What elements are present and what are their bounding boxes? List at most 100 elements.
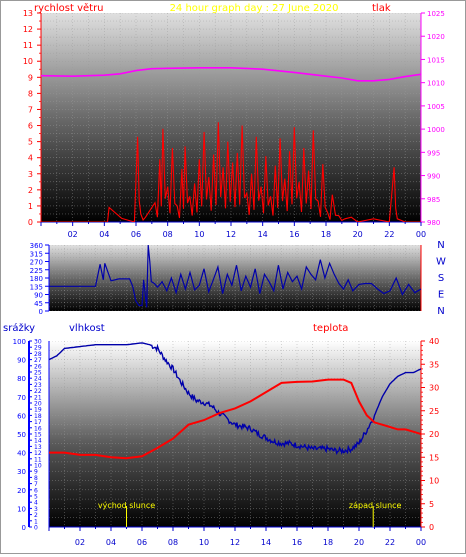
precip-tick-label: 30 xyxy=(34,339,42,346)
top-x-tick-label: 22 xyxy=(384,230,394,239)
temperature-line xyxy=(49,378,421,460)
humidity-tick-label: 20 xyxy=(17,487,26,495)
sunset-label: západ slunce xyxy=(349,501,402,510)
precip-tick-label: 4 xyxy=(34,500,38,507)
bottom-x-tick-label: 10 xyxy=(199,538,209,547)
direction-tick-label: 90 xyxy=(34,292,43,300)
top-x-tick-label: 12 xyxy=(226,230,236,239)
humidity-tick-label: 60 xyxy=(17,412,26,420)
bottom-x-tick-label: 02 xyxy=(75,538,85,547)
pressure-tick-label: 995 xyxy=(427,149,440,157)
temperature-tick-label: 5 xyxy=(429,500,434,509)
pressure-tick-label: 990 xyxy=(427,173,440,181)
precip-tick-label: 13 xyxy=(34,444,42,451)
precip-tick-label: 0 xyxy=(34,525,38,532)
wind-tick-label: 13 xyxy=(23,9,33,18)
precip-tick-label: 27 xyxy=(34,357,42,364)
top-x-tick-label: 18 xyxy=(321,230,331,239)
pressure-tick-label: 1020 xyxy=(427,33,445,41)
precip-tick-label: 24 xyxy=(34,376,42,383)
top-x-tick-label: 02 xyxy=(68,230,78,239)
temperature-tick-label: 35 xyxy=(429,360,439,369)
compass-label: S xyxy=(438,273,444,284)
bottom-x-tick-label: 06 xyxy=(137,538,147,547)
temperature-tick-label: 25 xyxy=(429,407,439,416)
wind-tick-label: 5 xyxy=(28,138,33,147)
wind-direction-line xyxy=(49,245,421,308)
precip-tick-label: 1 xyxy=(34,518,38,525)
bottom-x-tick-label: 04 xyxy=(106,538,116,547)
top-x-tick-label: 20 xyxy=(353,230,363,239)
direction-tick-label: 225 xyxy=(30,267,43,275)
humidity-line xyxy=(49,342,421,456)
precip-tick-label: 25 xyxy=(34,370,42,377)
precip-tick-label: 20 xyxy=(34,401,42,408)
wind-tick-label: 0 xyxy=(28,218,33,227)
pressure-axis-title: tlak xyxy=(372,3,391,14)
bottom-x-tick-label: 08 xyxy=(168,538,178,547)
temperature-tick-label: 0 xyxy=(429,523,434,532)
precip-tick-label: 7 xyxy=(34,481,38,488)
pressure-tick-label: 1005 xyxy=(427,103,445,111)
humidity-tick-label: 90 xyxy=(17,357,26,365)
humidity-axis-title: vlhkost xyxy=(69,323,105,334)
humidity-tick-label: 0 xyxy=(22,524,26,532)
top-x-tick-label: 06 xyxy=(131,230,141,239)
precip-tick-label: 21 xyxy=(34,394,42,401)
humidity-tick-label: 80 xyxy=(17,375,26,383)
compass-label: N xyxy=(437,240,444,251)
humidity-tick-label: 70 xyxy=(17,394,26,402)
humidity-tick-label: 40 xyxy=(17,450,26,458)
bottom-x-tick-label: 16 xyxy=(292,538,302,547)
wind-tick-label: 4 xyxy=(28,154,33,163)
wind-tick-label: 11 xyxy=(23,41,33,50)
wind-tick-label: 1 xyxy=(28,202,33,211)
pressure-tick-label: 980 xyxy=(427,219,440,227)
temperature-tick-label: 20 xyxy=(429,430,439,439)
wind-tick-label: 2 xyxy=(28,186,33,195)
top-x-tick-label: 00 xyxy=(416,230,426,239)
pressure-tick-label: 1000 xyxy=(427,126,445,134)
compass-label: E xyxy=(438,290,444,301)
pressure-tick-label: 1025 xyxy=(427,10,445,18)
bottom-x-tick-label: 14 xyxy=(261,538,271,547)
direction-tick-label: 0 xyxy=(39,308,43,316)
bottom-x-tick-label: 18 xyxy=(323,538,333,547)
bottom-x-tick-label: 12 xyxy=(230,538,240,547)
precip-tick-label: 5 xyxy=(34,494,38,501)
wind-tick-label: 8 xyxy=(28,89,33,98)
precip-tick-label: 10 xyxy=(34,463,42,470)
temperature-tick-label: 15 xyxy=(429,453,439,462)
precip-tick-label: 14 xyxy=(34,438,42,445)
top-x-tick-label: 04 xyxy=(99,230,109,239)
temperature-axis-title: teplota xyxy=(313,323,348,334)
direction-tick-label: 135 xyxy=(30,283,43,291)
pressure-line xyxy=(41,67,421,82)
precip-tick-label: 18 xyxy=(34,413,42,420)
precip-tick-label: 17 xyxy=(34,419,42,426)
bottom-x-tick-label: 00 xyxy=(416,538,426,547)
bottom-x-tick-label: 22 xyxy=(385,538,395,547)
wind-tick-label: 10 xyxy=(23,57,33,66)
pressure-tick-label: 1015 xyxy=(427,56,445,64)
humidity-tick-label: 30 xyxy=(17,468,26,476)
precip-tick-label: 29 xyxy=(34,345,42,352)
temperature-tick-label: 30 xyxy=(429,384,439,393)
compass-label: N xyxy=(437,306,444,317)
precip-tick-label: 8 xyxy=(34,475,38,482)
precip-tick-label: 12 xyxy=(34,450,42,457)
humidity-tick-label: 100 xyxy=(13,338,26,346)
precip-tick-label: 19 xyxy=(34,407,42,414)
precip-tick-label: 9 xyxy=(34,469,38,476)
top-x-tick-label: 16 xyxy=(289,230,299,239)
wind-tick-label: 6 xyxy=(28,122,33,131)
humidity-tick-label: 10 xyxy=(17,505,26,513)
graph-title: 24 hour graph day : 27 June 2020 xyxy=(170,3,339,14)
direction-tick-label: 45 xyxy=(34,300,43,308)
precip-tick-label: 28 xyxy=(34,351,42,358)
wind-tick-label: 12 xyxy=(23,25,33,34)
wind-tick-label: 3 xyxy=(28,170,33,179)
precip-tick-label: 26 xyxy=(34,363,42,370)
direction-tick-label: 180 xyxy=(30,275,43,283)
